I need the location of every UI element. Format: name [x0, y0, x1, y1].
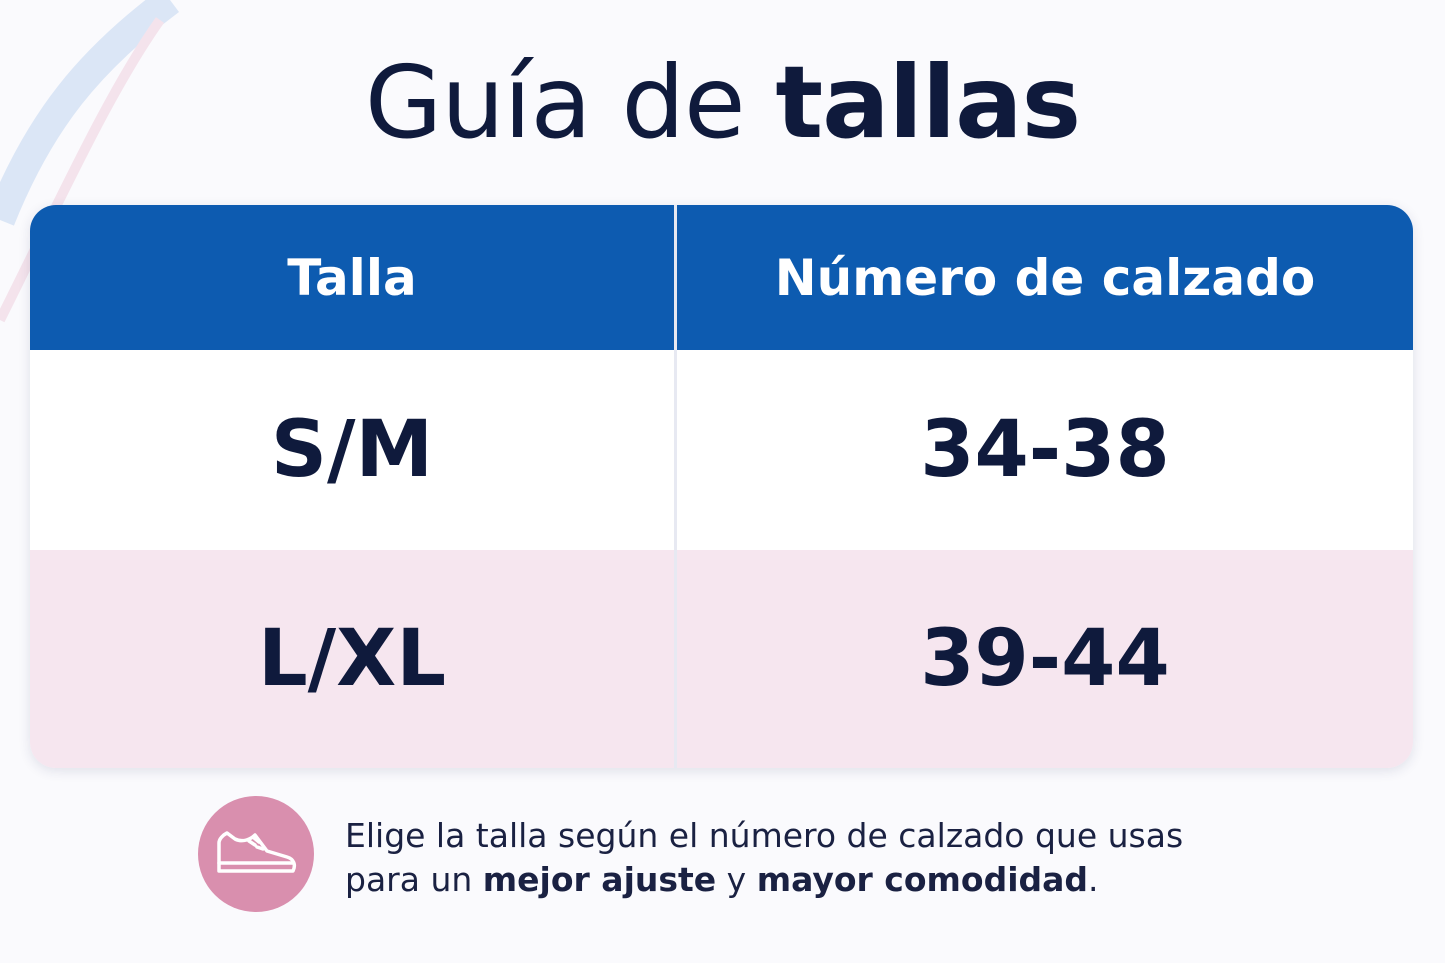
note: Elige la talla según el número de calzad… [345, 814, 1183, 902]
size-cell: L/XL [30, 550, 677, 768]
shoe-cell: 34-38 [920, 405, 1170, 495]
note-text: y [726, 860, 747, 899]
decoration [0, 0, 180, 323]
title-regular: Guía de [364, 44, 746, 161]
table-row: S/M 34-38 [30, 350, 1413, 550]
title-bold: tallas [775, 44, 1081, 161]
note-text: . [1088, 860, 1099, 899]
size-table: Talla Número de calzado S/M 34-38 L/XL 3… [30, 205, 1413, 768]
note-line: para un mejor ajuste y mayor comodidad. [345, 858, 1183, 902]
note-emphasis: mayor comodidad [756, 860, 1089, 899]
note-text: para un [345, 860, 473, 899]
header-cell: Número de calzado [774, 248, 1316, 307]
shoe-cell: 39-44 [920, 614, 1170, 704]
note-line: Elige la talla según el número de calzad… [345, 816, 1184, 855]
header-cell: Talla [30, 205, 677, 350]
header-row: Talla Número de calzado [30, 205, 1413, 350]
shoe-icon [198, 796, 314, 912]
table-row: L/XL 39-44 [30, 550, 1413, 768]
size-cell: S/M [30, 350, 677, 550]
title: Guía de tallas [0, 38, 1445, 168]
note-emphasis: mejor ajuste [482, 860, 717, 899]
